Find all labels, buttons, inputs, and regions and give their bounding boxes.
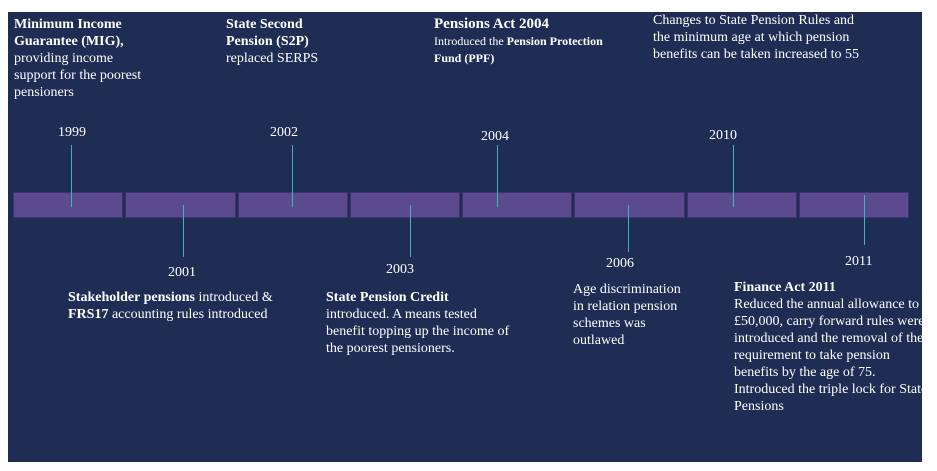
event-2001-frs17: FRS17 bbox=[68, 307, 109, 322]
event-2004-intro: Introduced the bbox=[434, 34, 507, 48]
year-1999: 1999 bbox=[58, 125, 86, 140]
event-2004-text: Introduced the Pension Protection Fund (… bbox=[434, 34, 603, 65]
timeline-segment bbox=[125, 192, 236, 218]
event-2011-title: Finance Act 2011 bbox=[734, 280, 836, 295]
year-2010: 2010 bbox=[709, 128, 737, 143]
timeline-segment bbox=[574, 192, 685, 218]
event-1999: Minimum Income Guarantee (MIG), providin… bbox=[14, 16, 174, 101]
year-2004: 2004 bbox=[481, 129, 509, 144]
event-2002-title: State Second Pension (S2P) bbox=[226, 17, 309, 49]
event-2006: Age discrimination in relation pension s… bbox=[573, 281, 688, 349]
event-2010: Changes to State Pension Rules and the m… bbox=[653, 12, 863, 63]
year-2011: 2011 bbox=[845, 254, 873, 269]
event-2001-text-b: accounting rules introduced bbox=[108, 307, 268, 322]
timeline-segment bbox=[462, 192, 573, 218]
event-2003: State Pension Credit introduced. A means… bbox=[326, 289, 511, 357]
tick-2001 bbox=[183, 205, 184, 257]
year-2001: 2001 bbox=[168, 265, 196, 280]
event-2004-ppf: Pension Protection Fund (PPF) bbox=[434, 34, 603, 65]
background-panel bbox=[8, 12, 922, 462]
event-2006-text: Age discrimination in relation pension s… bbox=[573, 282, 681, 348]
tick-2011 bbox=[864, 195, 865, 245]
event-2001-text-a: introduced & bbox=[194, 290, 273, 305]
event-2004: Pensions Act 2004 Introduced the Pension… bbox=[434, 16, 614, 67]
timeline-segment bbox=[686, 192, 797, 218]
timeline-segment bbox=[349, 192, 460, 218]
tick-2004 bbox=[497, 145, 498, 207]
timeline-bar bbox=[13, 192, 909, 218]
timeline-segment bbox=[798, 192, 909, 218]
event-2002-text: replaced SERPS bbox=[226, 51, 319, 66]
event-2010-text: Changes to State Pension Rules and the m… bbox=[653, 13, 860, 62]
event-2002: State Second Pension (S2P) replaced SERP… bbox=[226, 16, 376, 67]
year-2002: 2002 bbox=[270, 125, 298, 140]
tick-2003 bbox=[410, 205, 411, 257]
event-2011-text: Reduced the annual allowance to £50,000,… bbox=[734, 297, 928, 414]
event-2003-text: introduced. A means tested benefit toppi… bbox=[326, 307, 510, 356]
event-2003-title: State Pension Credit bbox=[326, 290, 449, 305]
event-2004-title: Pensions Act 2004 bbox=[434, 16, 550, 32]
tick-1999 bbox=[71, 145, 72, 207]
timeline-segment bbox=[13, 192, 124, 218]
tick-2006 bbox=[628, 205, 629, 252]
tick-2002 bbox=[292, 145, 293, 207]
year-2006: 2006 bbox=[606, 256, 634, 271]
event-2011: Finance Act 2011 Reduced the annual allo… bbox=[734, 279, 932, 415]
event-2001: Stakeholder pensions introduced & FRS17 … bbox=[68, 289, 318, 323]
event-1999-title: Minimum Income Guarantee (MIG), bbox=[14, 17, 124, 49]
year-2003: 2003 bbox=[386, 262, 414, 277]
event-1999-text: providing income support for the poorest… bbox=[14, 51, 142, 100]
tick-2010 bbox=[733, 145, 734, 207]
event-2001-title: Stakeholder pensions bbox=[68, 290, 195, 305]
